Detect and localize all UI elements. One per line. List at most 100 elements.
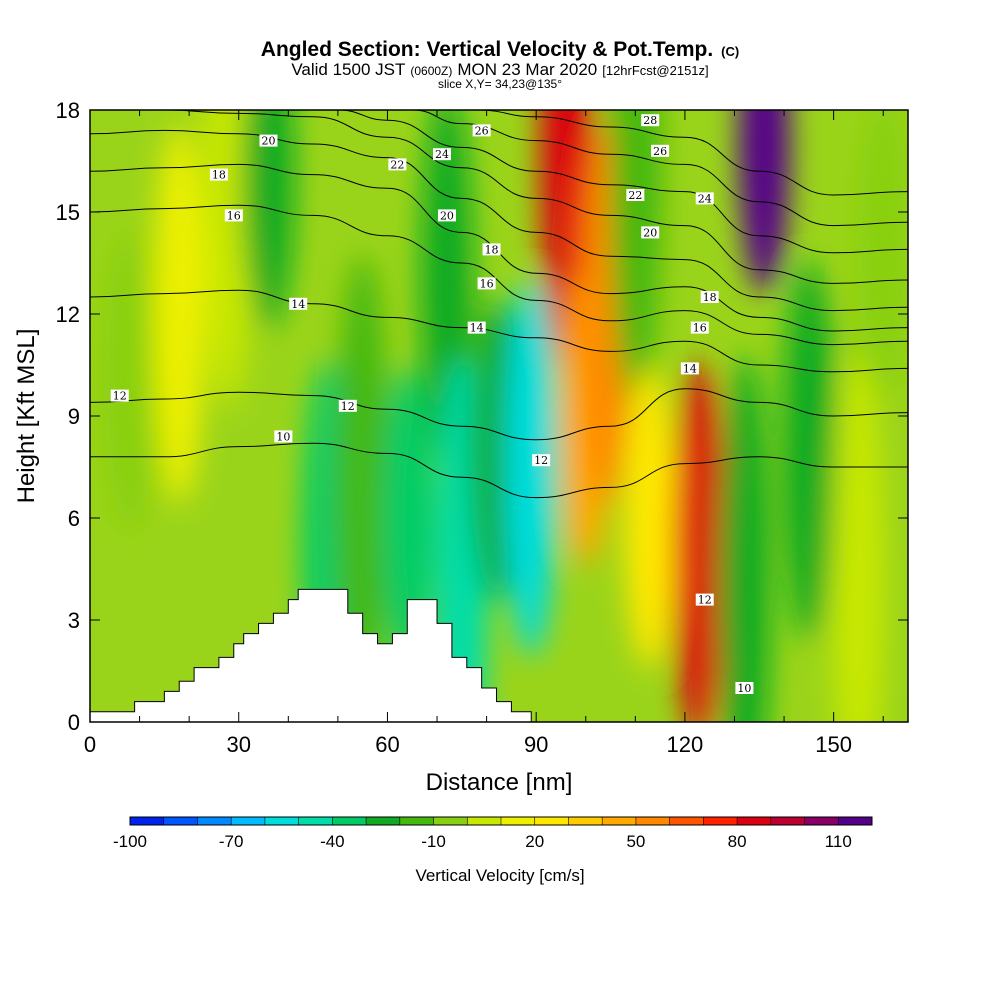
contour-label-text: 14 <box>470 322 484 335</box>
contour-label-bg <box>641 114 660 127</box>
contour-label-bg <box>472 124 491 137</box>
contour-label: 26 <box>651 144 670 158</box>
terrain <box>90 588 908 722</box>
contour-label-text: 10 <box>276 430 290 443</box>
contour-label: 26 <box>472 124 491 137</box>
contour-label-bg <box>680 362 699 375</box>
chart-slice-label: slice X,Y= 34,23@135° <box>438 77 562 91</box>
velocity-cell <box>242 110 295 328</box>
colorbar-swatch <box>130 817 165 825</box>
contour-label: 20 <box>437 209 456 222</box>
contour-label-bg <box>467 321 486 334</box>
velocity-cell <box>381 368 434 668</box>
colorbar-tick-label: 20 <box>525 832 544 851</box>
contour-label: 28 <box>641 114 660 127</box>
contour-label: 18 <box>482 243 501 256</box>
colorbar-tick-label: 80 <box>728 832 747 851</box>
colorbar: -100 -70 -40 -10 20 50 80 110 <box>113 816 873 851</box>
contour-label-bg <box>388 158 407 171</box>
axis-ticks: 0 30 60 90 120 150 0 3 6 9 12 15 18 <box>56 98 908 757</box>
colorbar-swatch <box>770 817 806 825</box>
velocity-cell <box>336 254 389 714</box>
theta-contour-24 <box>337 110 908 254</box>
contour-label-text: 20 <box>643 226 657 239</box>
contour-label: 14 <box>680 362 699 375</box>
theta-contour-16 <box>90 204 908 346</box>
velocity-cell <box>505 277 558 657</box>
contour-label-bg <box>695 192 714 205</box>
contour-label-text: 12 <box>341 400 355 413</box>
colorbar-swatch <box>433 817 468 825</box>
contour-label-text: 16 <box>227 209 241 222</box>
contour-label: 10 <box>735 682 754 695</box>
velocity-cell <box>718 356 771 722</box>
contour-label-text: 26 <box>475 124 489 137</box>
contour-label: 14 <box>467 321 486 335</box>
contour-label-text: 12 <box>113 390 127 403</box>
contour-label: 24 <box>432 148 451 161</box>
colorbar-tick-label: -10 <box>421 832 446 851</box>
contour-label: 12 <box>695 593 714 607</box>
y-axis-label: Height [Kft MSL] <box>13 329 40 504</box>
contour-label-bg <box>110 389 129 402</box>
colorbar-swatch <box>804 817 839 825</box>
colorbar-swatch <box>501 817 536 825</box>
contour-label-bg <box>735 682 754 694</box>
theta-contours <box>90 110 908 499</box>
theta-contour-10 <box>90 442 908 499</box>
contour-label-bg <box>289 297 308 310</box>
contour-label-bg <box>224 209 243 222</box>
x-tick-label: 120 <box>667 732 704 757</box>
y-tick-label: 3 <box>68 608 80 633</box>
contour-label: 18 <box>700 291 719 304</box>
contour-label: 16 <box>477 277 496 290</box>
contour-label-text: 28 <box>643 114 657 127</box>
contour-label: 14 <box>289 297 308 311</box>
colorbar-tick-label: -100 <box>113 832 147 851</box>
colorbar-swatch <box>635 817 671 825</box>
x-axis-label: Distance [nm] <box>426 769 573 796</box>
x-tick-label: 0 <box>84 732 96 757</box>
colorbar-swatch <box>602 817 637 825</box>
colorbar-swatch <box>366 817 401 825</box>
contour-label-bg <box>338 399 357 412</box>
contour-label-text: 24 <box>698 192 712 205</box>
contour-label-bg <box>626 189 645 201</box>
x-tick-label: 150 <box>815 732 852 757</box>
contour-label-text: 22 <box>390 158 404 171</box>
colorbar-tick-label: 50 <box>626 832 645 851</box>
contour-label-bg <box>532 454 551 467</box>
contour-label: 10 <box>274 430 293 443</box>
contour-label-bg <box>477 277 496 290</box>
colorbar-swatch <box>298 817 333 825</box>
colorbar-swatch <box>737 817 772 825</box>
contour-label: 12 <box>110 389 129 403</box>
x-tick-label: 90 <box>524 732 548 757</box>
colorbar-swatch <box>163 817 198 825</box>
theta-contour-12 <box>90 388 908 441</box>
contour-label-bg <box>437 209 456 222</box>
colorbar-swatch <box>332 817 367 825</box>
contour-label-text: 18 <box>485 243 499 256</box>
contour-label-bg <box>209 168 228 181</box>
y-tick-label: 9 <box>68 404 80 429</box>
colorbar-swatch <box>534 817 569 825</box>
x-tick-label: 30 <box>226 732 250 757</box>
contour-label-bg <box>259 134 278 147</box>
velocity-cell <box>738 110 791 294</box>
contour-label: 12 <box>338 399 357 413</box>
colorbar-swatch <box>703 817 738 825</box>
colorbar-swatch <box>669 817 704 825</box>
terrain-layer <box>90 588 908 722</box>
theta-contour-18 <box>90 163 908 332</box>
contour-label-bg <box>482 243 501 256</box>
contour-label-text: 10 <box>737 682 751 695</box>
contour-label-bg <box>651 144 670 157</box>
velocity-cell <box>153 124 206 504</box>
contour-label-text: 20 <box>261 135 275 148</box>
colorbar-swatch <box>399 817 435 825</box>
contour-label-bg <box>700 291 719 303</box>
contour-label-text: 12 <box>698 594 712 607</box>
contour-label: 18 <box>209 168 228 182</box>
velocity-cell <box>609 110 662 408</box>
